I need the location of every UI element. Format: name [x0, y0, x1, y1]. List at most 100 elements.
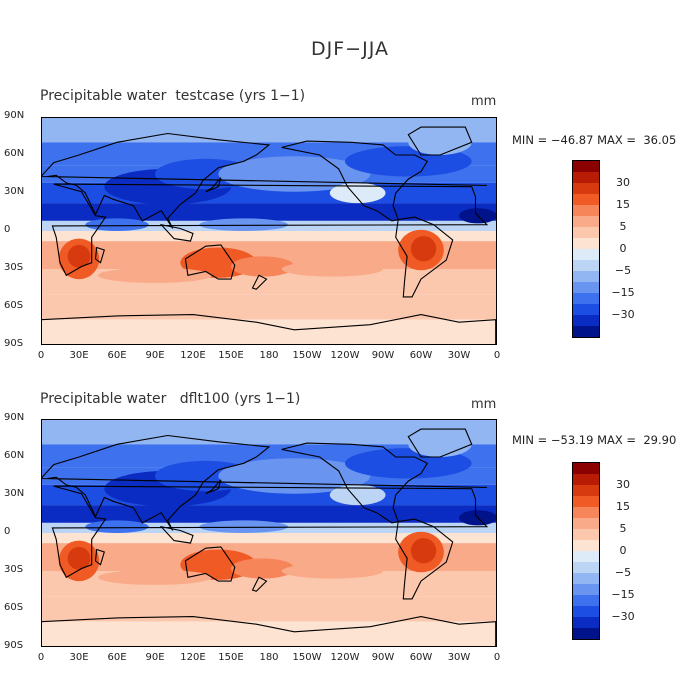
- panel-1-title: Precipitable water testcase (yrs 1−1): [40, 88, 306, 104]
- contour-patch: [218, 458, 371, 494]
- lon-tick-label: 90E: [145, 652, 165, 663]
- lon-tick-label: 0: [493, 652, 501, 663]
- antarctica-coast: [41, 616, 497, 647]
- contour-patch: [231, 558, 295, 579]
- maritime-continent-coast: [159, 223, 194, 242]
- lon-tick-label: 60E: [107, 652, 127, 663]
- contour-patch: [281, 563, 383, 579]
- contour-patch: [281, 261, 383, 277]
- lon-tick-label: 90W: [371, 652, 395, 663]
- lon-tick-label: 120W: [330, 652, 360, 663]
- colorbar-swatch: [573, 507, 599, 518]
- colorbar-swatch: [573, 161, 599, 172]
- japan-coast: [205, 479, 222, 495]
- colorbar-swatch: [573, 540, 599, 551]
- lon-tick-label: 180: [259, 652, 279, 663]
- new-zealand-coast: [251, 274, 268, 290]
- panel-2-title: Precipitable water dflt100 (yrs 1−1): [40, 391, 301, 407]
- contour-patch: [231, 256, 295, 277]
- lon-tick-label: 0: [493, 350, 501, 361]
- figure-title: DJF−JJA: [311, 38, 389, 60]
- lat-tick-label: 90N: [4, 412, 25, 423]
- lat-tick-label: 90S: [4, 338, 24, 349]
- colorbar-label: −30: [611, 610, 635, 623]
- lon-tick-label: 0: [37, 652, 45, 663]
- greenland-coast: [407, 126, 473, 156]
- lon-tick-label: 150E: [218, 652, 244, 663]
- maritime-continent-coast: [159, 525, 194, 544]
- north-america-coast: [281, 140, 429, 222]
- madagascar-coast: [94, 246, 105, 264]
- contour-patch: [329, 182, 386, 204]
- lon-tick-label: 60W: [409, 350, 433, 361]
- contour-patch: [410, 538, 437, 564]
- colorbar-label: −30: [611, 308, 635, 321]
- contour-patch: [85, 520, 149, 533]
- panel-2-colorbar: [572, 462, 600, 640]
- lat-tick-label: 60S: [4, 602, 24, 613]
- colorbar-label: 15: [616, 198, 630, 211]
- lon-tick-label: 30W: [447, 652, 471, 663]
- colorbar-swatch: [573, 628, 599, 639]
- contour-band: [41, 231, 497, 242]
- north-america-coast: [281, 442, 429, 524]
- panel-1-minmax: MIN = −46.87 MAX = 36.05: [512, 133, 677, 147]
- lon-tick-label: 180: [259, 350, 279, 361]
- colorbar-swatch: [573, 271, 599, 282]
- lon-tick-label: 150E: [218, 350, 244, 361]
- colorbar-label: −5: [614, 566, 632, 579]
- africa-coast: [51, 485, 489, 579]
- colorbar-swatch: [573, 606, 599, 617]
- lon-tick-label: 0: [37, 350, 45, 361]
- colorbar-swatch: [573, 315, 599, 326]
- japan-coast: [205, 177, 222, 193]
- colorbar-swatch: [573, 485, 599, 496]
- lon-tick-label: 60W: [409, 652, 433, 663]
- colorbar-swatch: [573, 282, 599, 293]
- africa-coast: [51, 183, 489, 277]
- contour-patch: [98, 569, 212, 585]
- colorbar-swatch: [573, 595, 599, 606]
- lat-tick-label: 0: [4, 224, 11, 235]
- colorbar-swatch: [573, 474, 599, 485]
- panel-1-colorbar: [572, 160, 600, 338]
- colorbar-swatch: [573, 260, 599, 271]
- colorbar-swatch: [573, 617, 599, 628]
- colorbar-swatch: [573, 573, 599, 584]
- panel-2-minmax: MIN = −53.19 MAX = 29.90: [512, 433, 677, 447]
- lon-tick-label: 150W: [292, 350, 322, 361]
- new-zealand-coast: [251, 576, 268, 592]
- colorbar-swatch: [573, 183, 599, 194]
- colorbar-swatch: [573, 463, 599, 474]
- colorbar-swatch: [573, 496, 599, 507]
- lon-tick-label: 120W: [330, 350, 360, 361]
- lat-tick-label: 30N: [4, 186, 25, 197]
- colorbar-swatch: [573, 562, 599, 573]
- contour-band: [41, 505, 497, 523]
- colorbar-label: 0: [619, 544, 627, 557]
- colorbar-label: 0: [619, 242, 627, 255]
- colorbar-label: 30: [616, 478, 630, 491]
- colorbar-label: 15: [616, 500, 630, 513]
- contour-band: [41, 319, 497, 345]
- lon-tick-label: 90E: [145, 350, 165, 361]
- panel-2-unit: mm: [471, 397, 497, 412]
- contour-patch: [85, 218, 149, 231]
- colorbar-swatch: [573, 205, 599, 216]
- lon-tick-label: 60E: [107, 350, 127, 361]
- south-america-coast: [395, 216, 454, 298]
- map-frame: [41, 419, 497, 647]
- lon-tick-label: 150W: [292, 652, 322, 663]
- lat-tick-label: 30N: [4, 488, 25, 499]
- colorbar-label: 5: [619, 522, 627, 535]
- contour-patch: [218, 156, 371, 192]
- australia-coast: [184, 244, 236, 280]
- lat-tick-label: 90S: [4, 640, 24, 651]
- contour-patch: [410, 236, 437, 262]
- lat-tick-label: 30S: [4, 564, 24, 575]
- lon-tick-label: 30E: [69, 652, 89, 663]
- madagascar-coast: [94, 548, 105, 566]
- colorbar-swatch: [573, 293, 599, 304]
- lat-tick-label: 60N: [4, 148, 25, 159]
- lat-tick-label: 0: [4, 526, 11, 537]
